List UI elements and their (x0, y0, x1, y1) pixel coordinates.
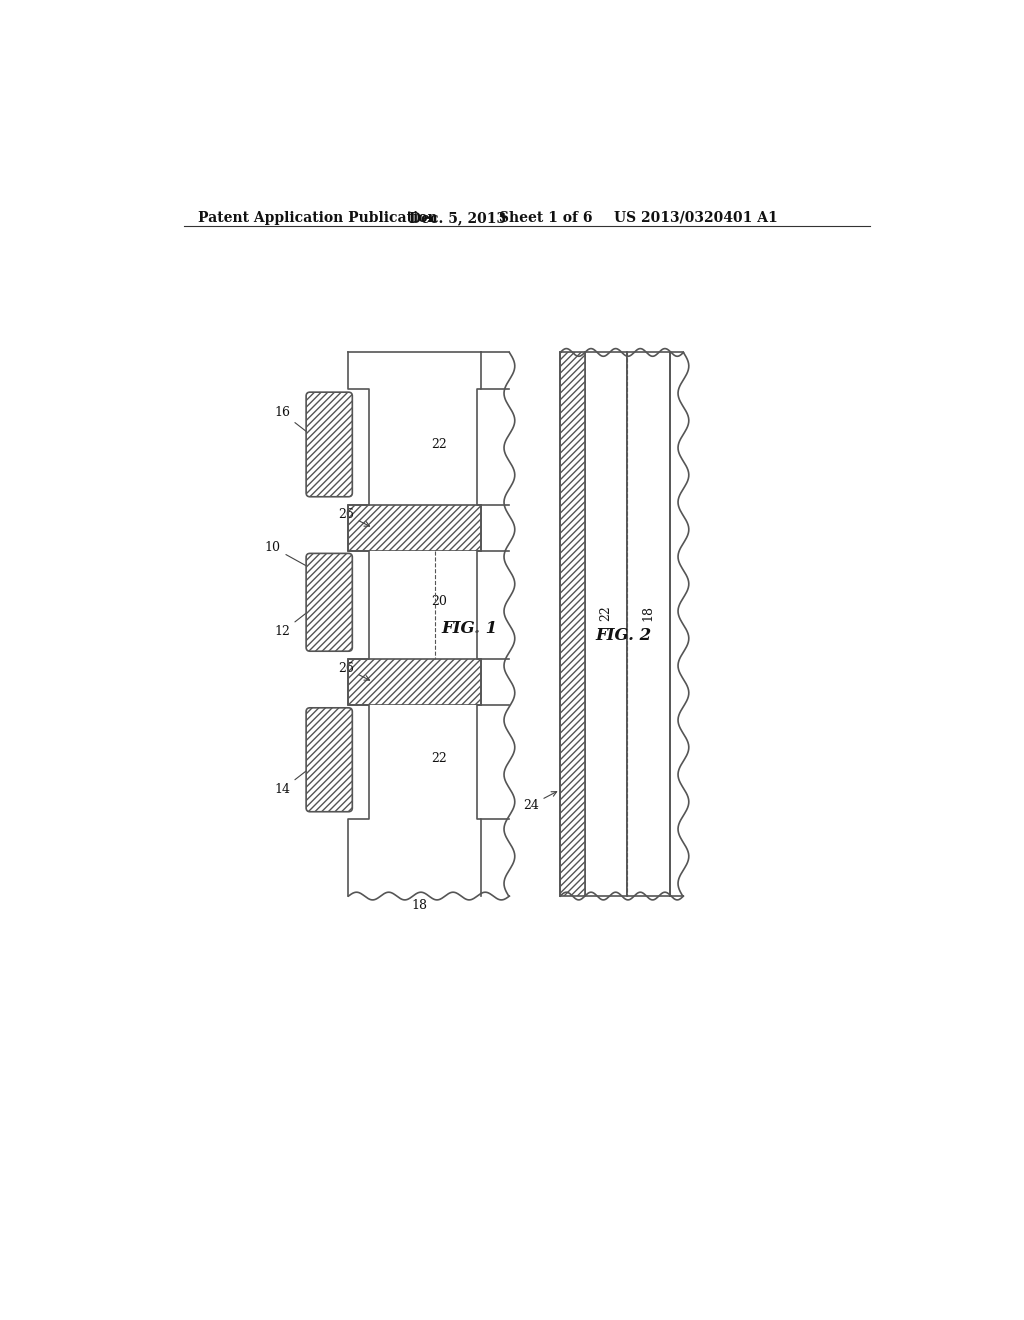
FancyBboxPatch shape (306, 553, 352, 651)
Bar (348, 818, 481, 896)
Bar (370, 705, 477, 818)
FancyBboxPatch shape (306, 392, 352, 496)
Bar (370, 389, 477, 506)
Text: FIG. 1: FIG. 1 (441, 619, 498, 636)
Bar (348, 352, 481, 389)
Text: 22: 22 (599, 605, 612, 620)
Bar (628, 352, 670, 896)
Text: 20: 20 (431, 594, 446, 607)
Text: 12: 12 (274, 603, 318, 639)
Text: Dec. 5, 2013: Dec. 5, 2013 (410, 211, 507, 224)
Text: Patent Application Publication: Patent Application Publication (199, 211, 438, 224)
Text: 22: 22 (431, 438, 446, 451)
Text: 18: 18 (412, 899, 427, 912)
Text: 26: 26 (338, 508, 370, 527)
Text: 22: 22 (431, 752, 446, 766)
Text: Sheet 1 of 6: Sheet 1 of 6 (499, 211, 592, 224)
Text: 18: 18 (642, 605, 655, 620)
Text: 14: 14 (274, 762, 318, 796)
Text: 10: 10 (265, 541, 339, 583)
Text: 24: 24 (523, 792, 557, 812)
Bar (560, 352, 585, 896)
Bar (348, 659, 481, 705)
Text: 16: 16 (274, 407, 318, 441)
FancyBboxPatch shape (306, 708, 352, 812)
Text: FIG. 2: FIG. 2 (595, 627, 651, 644)
Bar (585, 352, 628, 896)
Text: US 2013/0320401 A1: US 2013/0320401 A1 (614, 211, 778, 224)
Bar (348, 506, 481, 552)
Text: 26: 26 (338, 661, 370, 680)
Bar (370, 552, 477, 659)
